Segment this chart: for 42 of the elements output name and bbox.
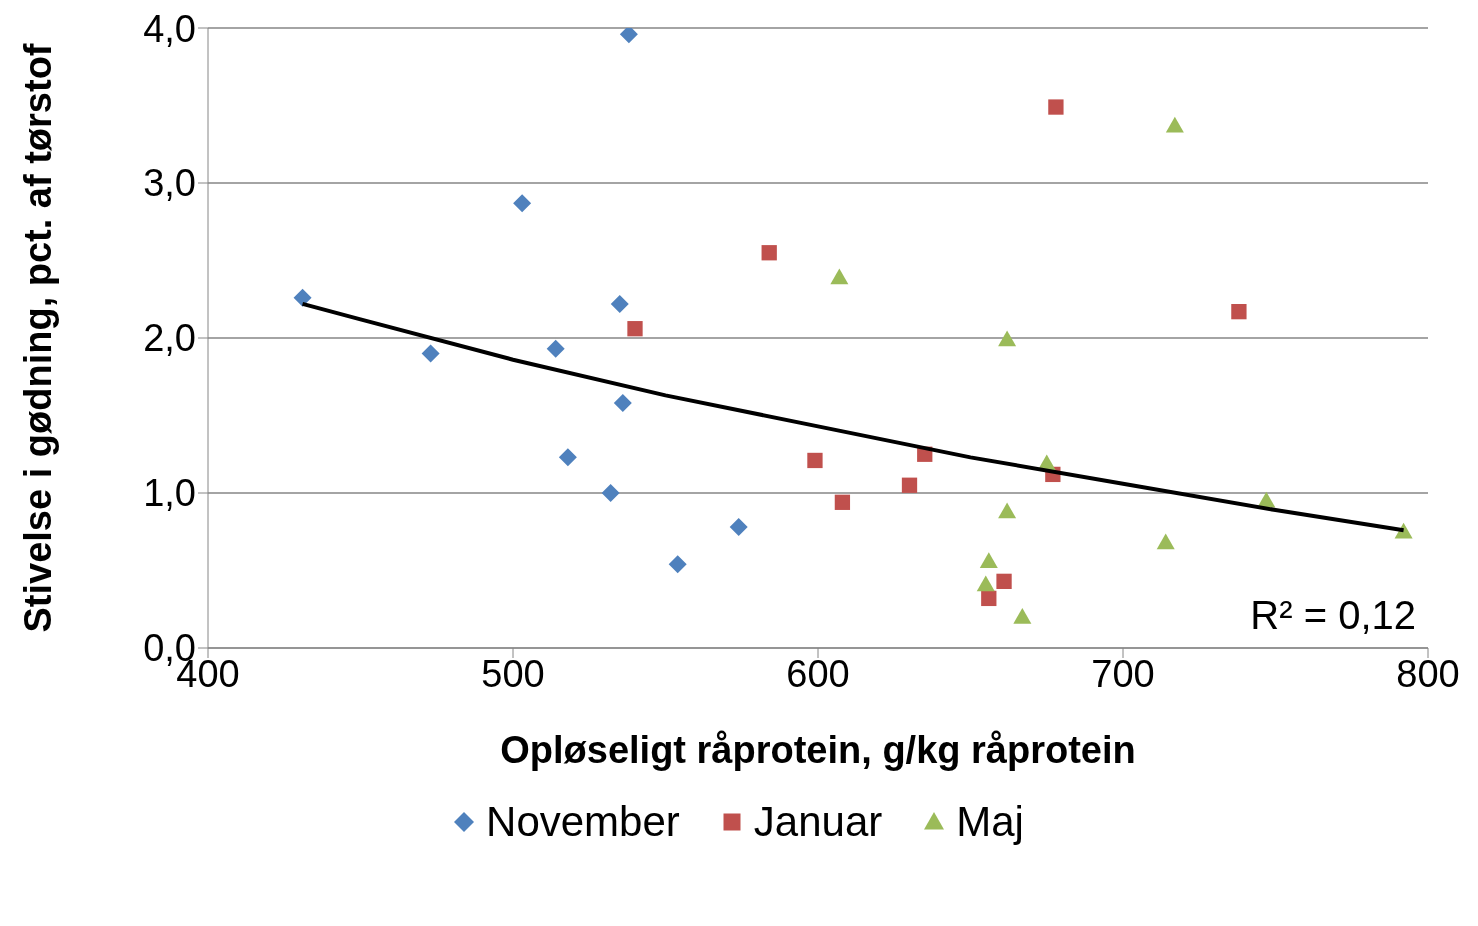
x-tick-label: 800 [1396, 652, 1460, 695]
point [1013, 608, 1032, 624]
point [613, 394, 632, 413]
point [996, 573, 1012, 589]
point [546, 339, 565, 358]
x-axis-title: Opløseligt råprotein, g/kg råprotein [500, 729, 1136, 771]
y-tick-label: 1,0 [143, 472, 196, 515]
y-tick-label: 4,0 [143, 7, 196, 50]
point [1156, 533, 1175, 550]
annotation: R² = 0,12 [1250, 593, 1416, 638]
point [761, 245, 777, 261]
point [293, 288, 312, 307]
point [627, 321, 643, 337]
point [830, 268, 849, 285]
point [513, 194, 532, 213]
point [729, 518, 748, 537]
point [1231, 304, 1247, 320]
y-tick-label: 3,0 [143, 162, 196, 205]
x-tick-label: 500 [481, 652, 545, 695]
point [610, 294, 629, 313]
point [1165, 116, 1184, 133]
y-axis-title: Stivelse i gødning, pct. af tørstof [17, 43, 60, 633]
point [998, 330, 1017, 347]
point [979, 552, 998, 568]
point [976, 575, 995, 592]
legend-label: Januar [752, 798, 883, 846]
point [601, 484, 620, 502]
point [619, 28, 638, 44]
point [668, 555, 687, 574]
point [998, 502, 1017, 519]
point [1048, 99, 1064, 115]
point [834, 494, 851, 510]
point [981, 590, 997, 607]
point [558, 448, 577, 467]
point [807, 452, 823, 469]
point [901, 477, 918, 493]
x-tick-label: 600 [786, 652, 850, 695]
point [421, 344, 440, 363]
legend-label: November [485, 798, 680, 846]
y-tick-label: 2,0 [143, 317, 196, 360]
legend-label: Maj [955, 798, 1024, 846]
x-tick-label: 700 [1091, 652, 1155, 695]
